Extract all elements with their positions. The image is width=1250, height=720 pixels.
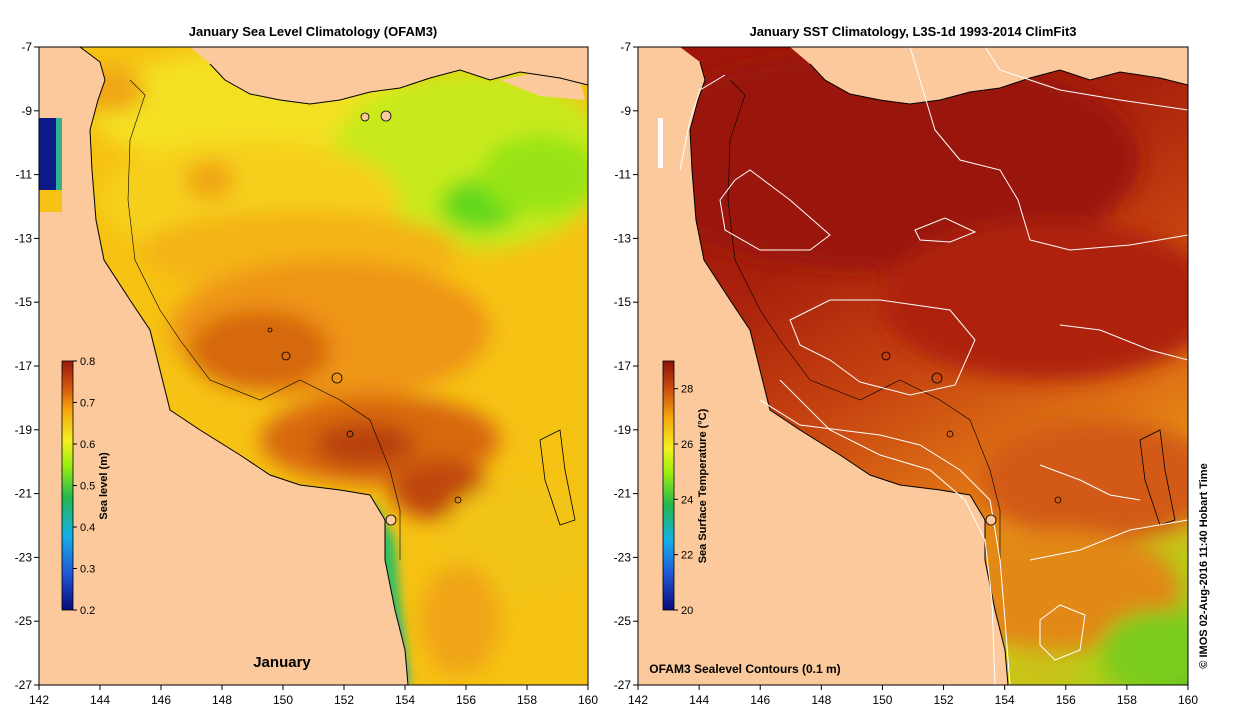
- left-colorbar-tick-label: 0.2: [80, 605, 95, 617]
- left-map-y-tick-label: -9: [21, 104, 32, 118]
- right-colorbar-tick-label: 24: [681, 494, 693, 506]
- left-map-x-tick-label: 152: [334, 693, 354, 707]
- right-colorbar-label: Sea Surface Temperature (°C): [697, 408, 709, 563]
- left-map-x-tick-label: 144: [90, 693, 110, 707]
- left-colorbar-tick-label: 0.5: [80, 481, 95, 493]
- sea-level-contours: [679, 47, 1188, 685]
- right-map-y-tick-label: -27: [614, 678, 632, 692]
- right-map-x-tick-label: 148: [811, 693, 831, 707]
- right-map: January SST Climatology, L3S-1d 1993-201…: [614, 24, 1199, 707]
- left-map-x-tick-label: 158: [517, 693, 537, 707]
- right-colorbar-tick-label: 20: [681, 605, 693, 617]
- right-map-x-tick-label: 146: [750, 693, 770, 707]
- right-map-x-tick-label: 160: [1178, 693, 1198, 707]
- left-land: [39, 47, 408, 685]
- left-map: January Sea Level Climatology (OFAM3): [15, 24, 599, 707]
- right-land: [638, 47, 1008, 685]
- left-map-x-tick-label: 146: [151, 693, 171, 707]
- left-map-y-tick-label: -17: [15, 359, 33, 373]
- right-map-annotation: OFAM3 Sealevel Contours (0.1 m): [649, 662, 840, 676]
- right-map-x-tick-label: 158: [1117, 693, 1137, 707]
- left-map-x-tick-label: 154: [395, 693, 415, 707]
- left-colorbar-tick-label: 0.4: [80, 522, 95, 534]
- left-map-y-tick-label: -23: [15, 550, 33, 564]
- right-map-y-tick-label: -11: [615, 168, 632, 182]
- left-map-plot-area: [39, 47, 588, 685]
- left-map-y-tick-label: -13: [15, 231, 33, 245]
- left-colorbar-tick-label: 0.8: [80, 356, 95, 368]
- right-map-y-tick-label: -17: [614, 359, 632, 373]
- right-map-title: January SST Climatology, L3S-1d 1993-201…: [749, 24, 1076, 39]
- right-map-y-tick-label: -23: [614, 550, 632, 564]
- left-map-title: January Sea Level Climatology (OFAM3): [189, 24, 438, 39]
- right-map-plot-area: [638, 47, 1188, 685]
- left-map-annotation: January: [253, 654, 311, 671]
- right-map-y-tick-label: -15: [614, 295, 632, 309]
- left-map-y-tick-label: -19: [15, 423, 33, 437]
- left-map-x-tick-label: 156: [456, 693, 476, 707]
- credit-text: © IMOS 02-Aug-2016 11:40 Hobart Time: [1198, 463, 1210, 668]
- right-map-x-tick-label: 154: [995, 693, 1015, 707]
- left-colorbar-label: Sea level (m): [98, 452, 110, 520]
- left-map-x-tick-label: 150: [273, 693, 293, 707]
- left-map-y-tick-label: -7: [21, 40, 32, 54]
- right-colorbar-tick-label: 22: [681, 550, 693, 562]
- left-map-y-tick-label: -15: [15, 295, 33, 309]
- right-map-y-tick-label: -13: [614, 231, 632, 245]
- right-map-y-tick-label: -21: [614, 487, 632, 501]
- left-map-x-tick-label: 148: [212, 693, 232, 707]
- left-map-x-tick-label: 142: [29, 693, 49, 707]
- left-land-north: [190, 47, 588, 104]
- left-map-y-tick-label: -25: [15, 614, 33, 628]
- right-map-x-tick-label: 150: [872, 693, 892, 707]
- right-map-y-tick-label: -25: [614, 614, 632, 628]
- right-map-x-tick-label: 152: [934, 693, 954, 707]
- left-map-y-tick-label: -21: [15, 487, 33, 501]
- right-colorbar-tick-label: 26: [681, 439, 693, 451]
- right-colorbar-tick-label: 28: [681, 384, 693, 396]
- left-map-y-tick-label: -27: [15, 678, 33, 692]
- right-map-y-tick-label: -9: [620, 104, 631, 118]
- right-colorbar: 28 26 24 22 20 Sea Surface Temperature (°C): [662, 360, 709, 617]
- right-land-north: [790, 47, 1188, 104]
- right-map-x-tick-label: 156: [1056, 693, 1076, 707]
- left-colorbar-tick-label: 0.6: [80, 439, 95, 451]
- right-map-y-tick-label: -7: [620, 40, 631, 54]
- left-colorbar-tick-label: 0.3: [80, 564, 95, 576]
- left-map-y-tick-label: -11: [16, 168, 33, 182]
- right-map-x-tick-label: 144: [689, 693, 709, 707]
- right-map-x-tick-label: 142: [628, 693, 648, 707]
- right-map-y-tick-label: -19: [614, 423, 632, 437]
- left-colorbar-tick-label: 0.7: [80, 398, 95, 410]
- left-map-x-tick-label: 160: [578, 693, 598, 707]
- left-colorbar: 0.8 0.7 0.6 0.5 0.4 0.3 0.2 Sea level (m): [61, 356, 110, 617]
